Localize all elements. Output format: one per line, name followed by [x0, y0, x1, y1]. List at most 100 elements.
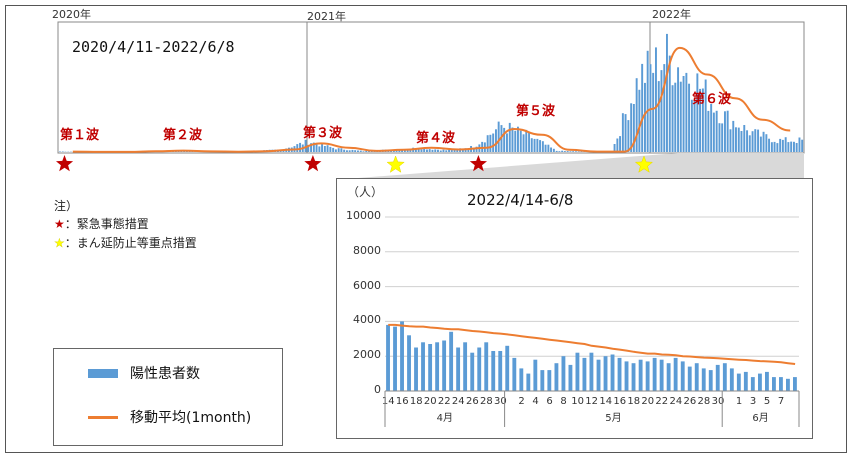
- daily-bar: [329, 146, 332, 152]
- daily-bar: [795, 143, 798, 152]
- daily-bar: [519, 130, 522, 152]
- daily-bar: [673, 357, 678, 391]
- daily-bar: [533, 138, 536, 152]
- daily-bar: [735, 127, 737, 152]
- daily-bar: [765, 371, 769, 391]
- x-tick-label: 14: [599, 396, 612, 407]
- daily-bar: [707, 110, 710, 152]
- daily-bar: [671, 85, 674, 152]
- daily-bar: [751, 131, 754, 152]
- daily-bar: [321, 143, 324, 152]
- daily-bar: [428, 149, 431, 152]
- daily-bar: [304, 139, 307, 152]
- daily-bar: [781, 139, 784, 152]
- daily-bar: [575, 151, 577, 152]
- daily-bar: [779, 138, 782, 152]
- daily-bar: [743, 125, 746, 152]
- daily-bar: [724, 111, 726, 152]
- daily-bar: [514, 130, 517, 152]
- daily-bar: [693, 99, 696, 152]
- daily-bar: [554, 363, 559, 391]
- daily-bar: [536, 138, 539, 152]
- daily-bar: [503, 127, 506, 152]
- daily-bar: [463, 342, 468, 391]
- daily-bar: [448, 149, 451, 152]
- daily-bar: [323, 146, 326, 152]
- daily-bar: [332, 147, 335, 152]
- y-tick-label: 4000: [353, 313, 381, 327]
- daily-bar: [666, 33, 668, 152]
- daily-bar: [694, 363, 699, 391]
- moving-average-line: [388, 323, 796, 365]
- daily-bar: [729, 368, 734, 391]
- note-emergency-text: ：緊急事態措置: [64, 217, 149, 231]
- daily-bar: [685, 72, 688, 152]
- priority-star-icon: [386, 155, 405, 173]
- daily-bar: [561, 150, 564, 152]
- daily-bar: [489, 134, 492, 152]
- unit-label: （人）: [347, 185, 384, 199]
- daily-bar: [758, 373, 762, 391]
- legend-line-swatch: [88, 416, 118, 419]
- daily-bar: [572, 151, 575, 152]
- daily-bar: [748, 135, 751, 152]
- daily-bar: [392, 150, 395, 152]
- daily-bar: [417, 148, 420, 152]
- daily-bar: [475, 146, 478, 152]
- moving-average-line: [72, 46, 791, 153]
- daily-bar: [445, 150, 448, 152]
- daily-bar: [541, 141, 544, 152]
- daily-bar: [659, 359, 664, 391]
- x-tick-label: 24: [670, 396, 683, 407]
- daily-bar: [732, 120, 735, 152]
- daily-bar: [318, 146, 321, 152]
- daily-bar: [533, 359, 538, 391]
- daily-bar: [712, 112, 715, 152]
- daily-bar: [426, 149, 428, 152]
- daily-bar: [793, 141, 795, 152]
- year-label-2022: 2022年: [652, 8, 691, 21]
- note-priority-row: ★：まん延防止等重点措置: [54, 234, 197, 251]
- daily-bar: [401, 149, 404, 152]
- daily-bar: [400, 321, 404, 391]
- x-tick-label: 12: [585, 396, 598, 407]
- wave-label-5: 第５波: [516, 104, 556, 119]
- daily-bar: [616, 138, 619, 152]
- daily-bar: [526, 373, 531, 391]
- daily-bar: [362, 151, 365, 152]
- inset-chart: （人） 2022/4/14-6/8 0 2000 4000 6000 8000 10000…: [336, 178, 813, 439]
- daily-bar: [652, 72, 655, 152]
- inset-title: 2022/4/14-6/8: [467, 191, 574, 209]
- daily-bar: [299, 142, 302, 152]
- x-tick-label: 16: [613, 396, 626, 407]
- daily-bar: [561, 356, 566, 391]
- y-tick-label: 6000: [353, 278, 381, 292]
- daily-bar: [450, 149, 453, 152]
- x-tick-label: 22: [655, 396, 668, 407]
- chart-frame: [5, 5, 847, 453]
- daily-bar: [449, 331, 454, 391]
- x-tick-label: 30: [712, 396, 725, 407]
- daily-bar: [624, 114, 627, 152]
- daily-bar: [652, 357, 657, 391]
- x-tick-label: 20: [641, 396, 654, 407]
- daily-bar: [511, 127, 514, 152]
- daily-bar: [340, 148, 343, 152]
- daily-bar: [547, 144, 550, 152]
- x-tick-label: 14: [382, 396, 395, 407]
- daily-bar: [326, 145, 329, 152]
- daily-bar: [348, 150, 351, 152]
- daily-bar: [680, 361, 685, 391]
- daily-bar: [421, 342, 425, 391]
- daily-bar: [787, 142, 790, 152]
- daily-bar: [530, 138, 533, 152]
- daily-bar: [726, 110, 729, 152]
- x-tick-label: 28: [480, 396, 493, 407]
- daily-bar: [359, 150, 362, 152]
- daily-bar: [701, 368, 706, 391]
- x-tick-label: 6: [546, 396, 552, 407]
- daily-bar: [784, 137, 787, 152]
- daily-bar: [544, 144, 547, 152]
- y-tick-label: 10000: [346, 209, 381, 222]
